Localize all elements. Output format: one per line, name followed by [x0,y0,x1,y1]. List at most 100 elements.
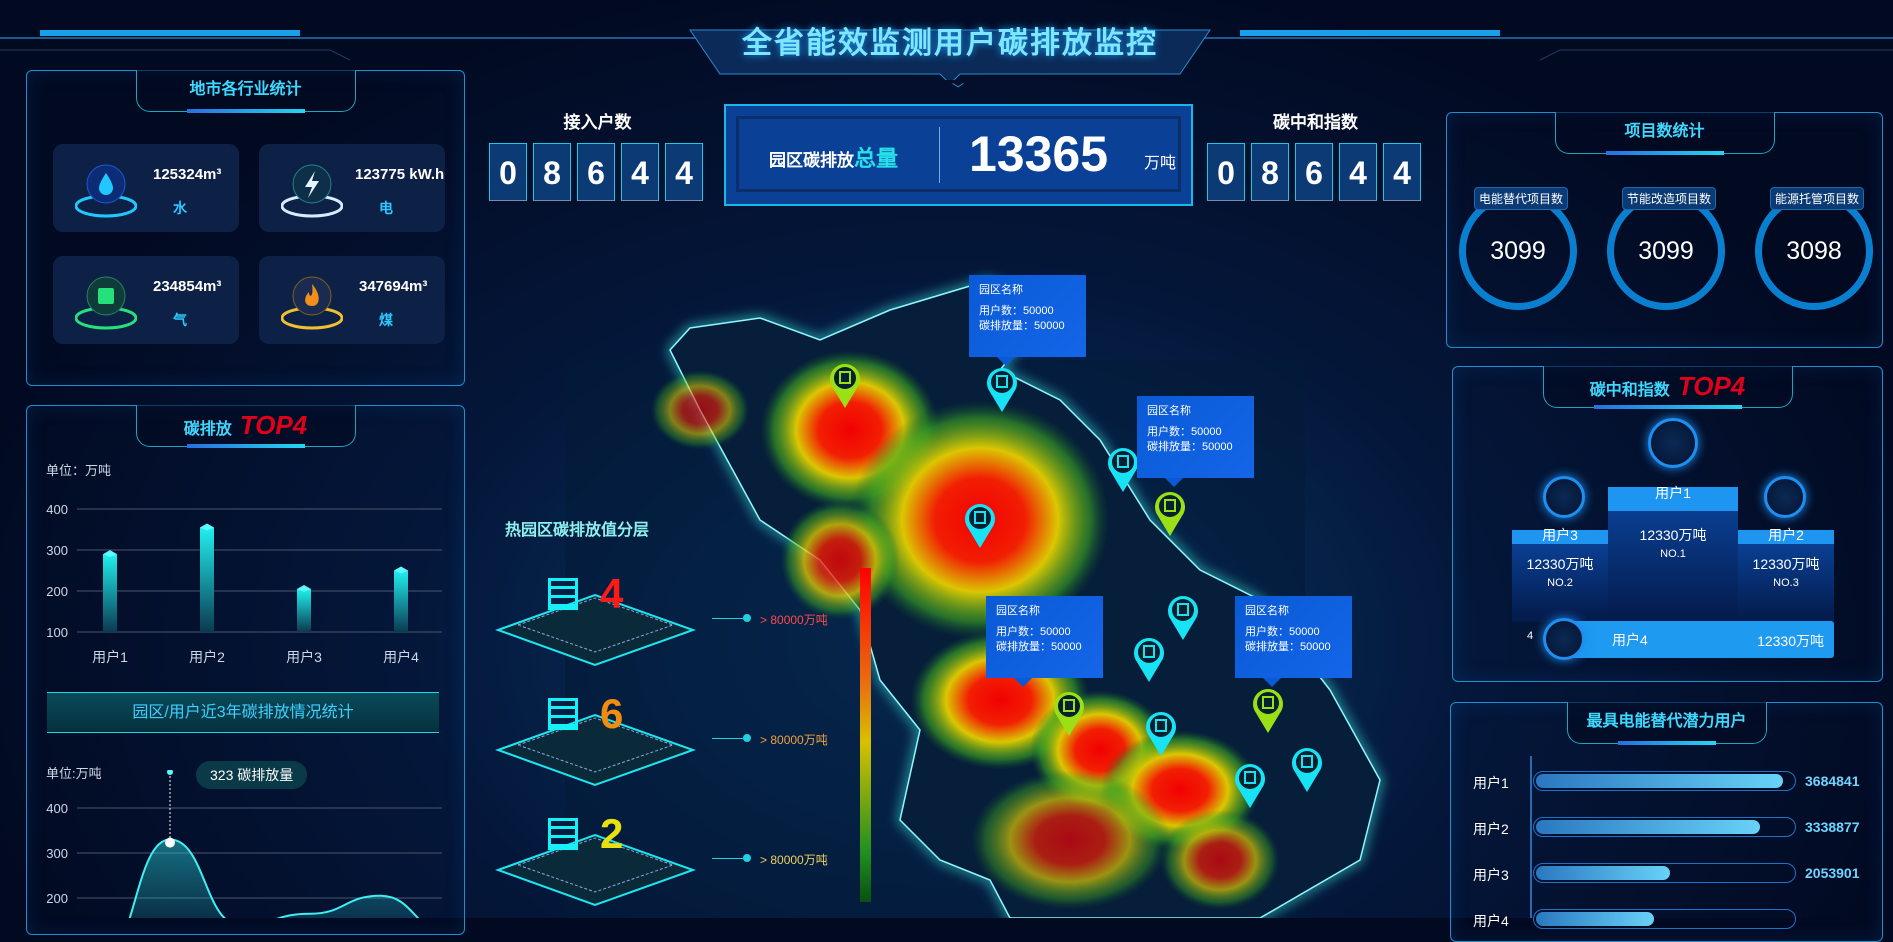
park-pin-icon[interactable] [1253,689,1283,733]
park-popup: 园区名称用户数：50000 碳排放量：50000 [1137,396,1254,487]
popup-users: 用户数：50000 [979,305,1054,317]
popup-title: 园区名称 [1147,405,1191,417]
bar [297,588,311,632]
stat-value: 347694m³ [359,278,428,295]
x-tick-label: 用户4 [383,649,419,665]
potential-bar-track [1533,771,1796,791]
tooltip-anchor [167,770,173,775]
color-scale-bar [860,568,871,902]
layer-platform [495,713,696,787]
podium-second: 12330万吨 NO.2 [1512,530,1608,622]
popup-emission: 碳排放量：50000 [1147,441,1233,453]
connector-dot [743,614,751,622]
project-label: 电能替代项目数 [1474,187,1569,210]
building-icon [548,698,578,730]
avatar-user4[interactable] [1543,618,1585,660]
layer-platform [495,833,696,907]
y-tick-label: 100 [46,625,68,640]
series-line [128,838,420,918]
divider [939,127,940,183]
flame-icon [281,276,343,330]
building-icon [548,578,578,610]
podium-value: 12330万吨 [1526,556,1594,572]
potential-user-name: 用户4 [1473,913,1509,929]
potential-bar-track [1533,909,1796,929]
title-text: 碳排放 [183,421,232,438]
projects-panel: 项目数统计 [1446,112,1883,348]
popup-users: 用户数：50000 [996,626,1071,638]
popup-title: 园区名称 [979,284,1023,296]
popup-emission: 碳排放量：50000 [1245,641,1331,653]
rank4-value: 12330万吨 [1757,633,1824,649]
avatar-user2[interactable] [1764,476,1806,518]
households-label: 接入户数 [563,113,632,132]
bar-cap [103,550,117,558]
industry-panel: 地市各行业统计 125324m³ 水 123775 kW.h 电 234854m… [26,70,465,386]
stat-label: 水 [173,200,187,216]
potential-bar-track [1533,817,1796,837]
podium-rank: NO.1 [1660,548,1686,560]
popup-users: 用户数：50000 [1147,426,1222,438]
avatar-user1[interactable] [1648,418,1698,468]
chevron-down-icon: ﹀ [952,82,965,96]
park-pin-icon[interactable] [1146,712,1176,756]
panel-title: 项目数统计 [1554,112,1775,155]
panel-title: 地市各行业统计 [135,70,356,113]
park-popup: 园区名称 用户数：50000 碳排放量：50000 [1235,596,1352,687]
potential-value: 3338877 [1805,819,1860,835]
podium-rank: NO.2 [1547,577,1573,589]
potential-user-name: 用户1 [1473,775,1509,791]
park-pin-icon[interactable] [830,364,860,408]
park-pin-icon[interactable] [1168,596,1198,640]
stat-card-water: 125324m³ 水 [53,144,239,232]
bar-chart: 100 200 300 400 用户1 用户2 用户3 用户4 [46,502,442,665]
counter-digit: 4 [1339,143,1377,201]
park-pin-icon[interactable] [1054,692,1084,736]
gas-icon [75,276,137,330]
total-value: 13365 [969,126,1109,182]
y-tick-label: 200 [46,891,68,906]
panel-title: 碳中和指数 TOP4 [1542,366,1793,409]
rank4-row[interactable]: 用户4 12330万吨 [1560,621,1834,658]
potential-value: 3684841 [1805,773,1860,789]
counter-digit: 0 [1207,143,1245,201]
popup-users: 用户数：50000 [1245,626,1320,638]
counter-digit: 4 [1383,143,1421,201]
stat-card-gas: 234854m³ 气 [53,256,239,344]
layer-threshold: > 80000万吨 [760,613,828,627]
park-pin-icon[interactable] [1155,492,1185,536]
rank4-index: 4 [1527,630,1534,642]
rank4-name: 用户4 [1612,632,1648,648]
park-pin-icon[interactable] [1235,764,1265,808]
potential-bar-track [1533,863,1796,883]
popup-emission: 碳排放量：50000 [979,320,1065,332]
park-pin-icon[interactable] [1292,748,1322,792]
park-pin-icon[interactable] [1134,638,1164,682]
data-point[interactable] [165,837,175,848]
trend-banner: 园区/用户近3年碳排放情况统计 [47,692,439,733]
project-label: 节能改造项目数 [1622,187,1717,210]
avatar-user3[interactable] [1543,476,1585,518]
park-pin-icon[interactable] [965,504,995,548]
total-label-b: 总量 [854,146,899,171]
layers-title: 热园区碳排放值分层 [505,522,650,539]
y-tick-label: 300 [46,543,68,558]
connector-line [712,858,746,859]
x-tick-label: 用户3 [286,649,322,665]
lightning-icon [281,164,343,218]
counter-digit: 8 [1251,143,1289,201]
park-pin-icon[interactable] [1108,448,1138,492]
counter-digit: 0 [489,143,527,201]
connector-line [712,738,746,739]
layer-platform [495,593,696,667]
stat-value: 123775 kW.h [355,166,445,183]
page-title: 全省能效监测用户碳排放监控 [742,27,1158,60]
counter-digit: 8 [533,143,571,201]
potential-value: 2053901 [1805,865,1860,881]
park-popup: 园区名称用户数：50000 碳排放量：50000 [969,275,1086,366]
stat-value: 125324m³ [153,166,222,183]
park-pin-icon[interactable] [987,368,1017,412]
stat-label: 电 [379,200,393,216]
